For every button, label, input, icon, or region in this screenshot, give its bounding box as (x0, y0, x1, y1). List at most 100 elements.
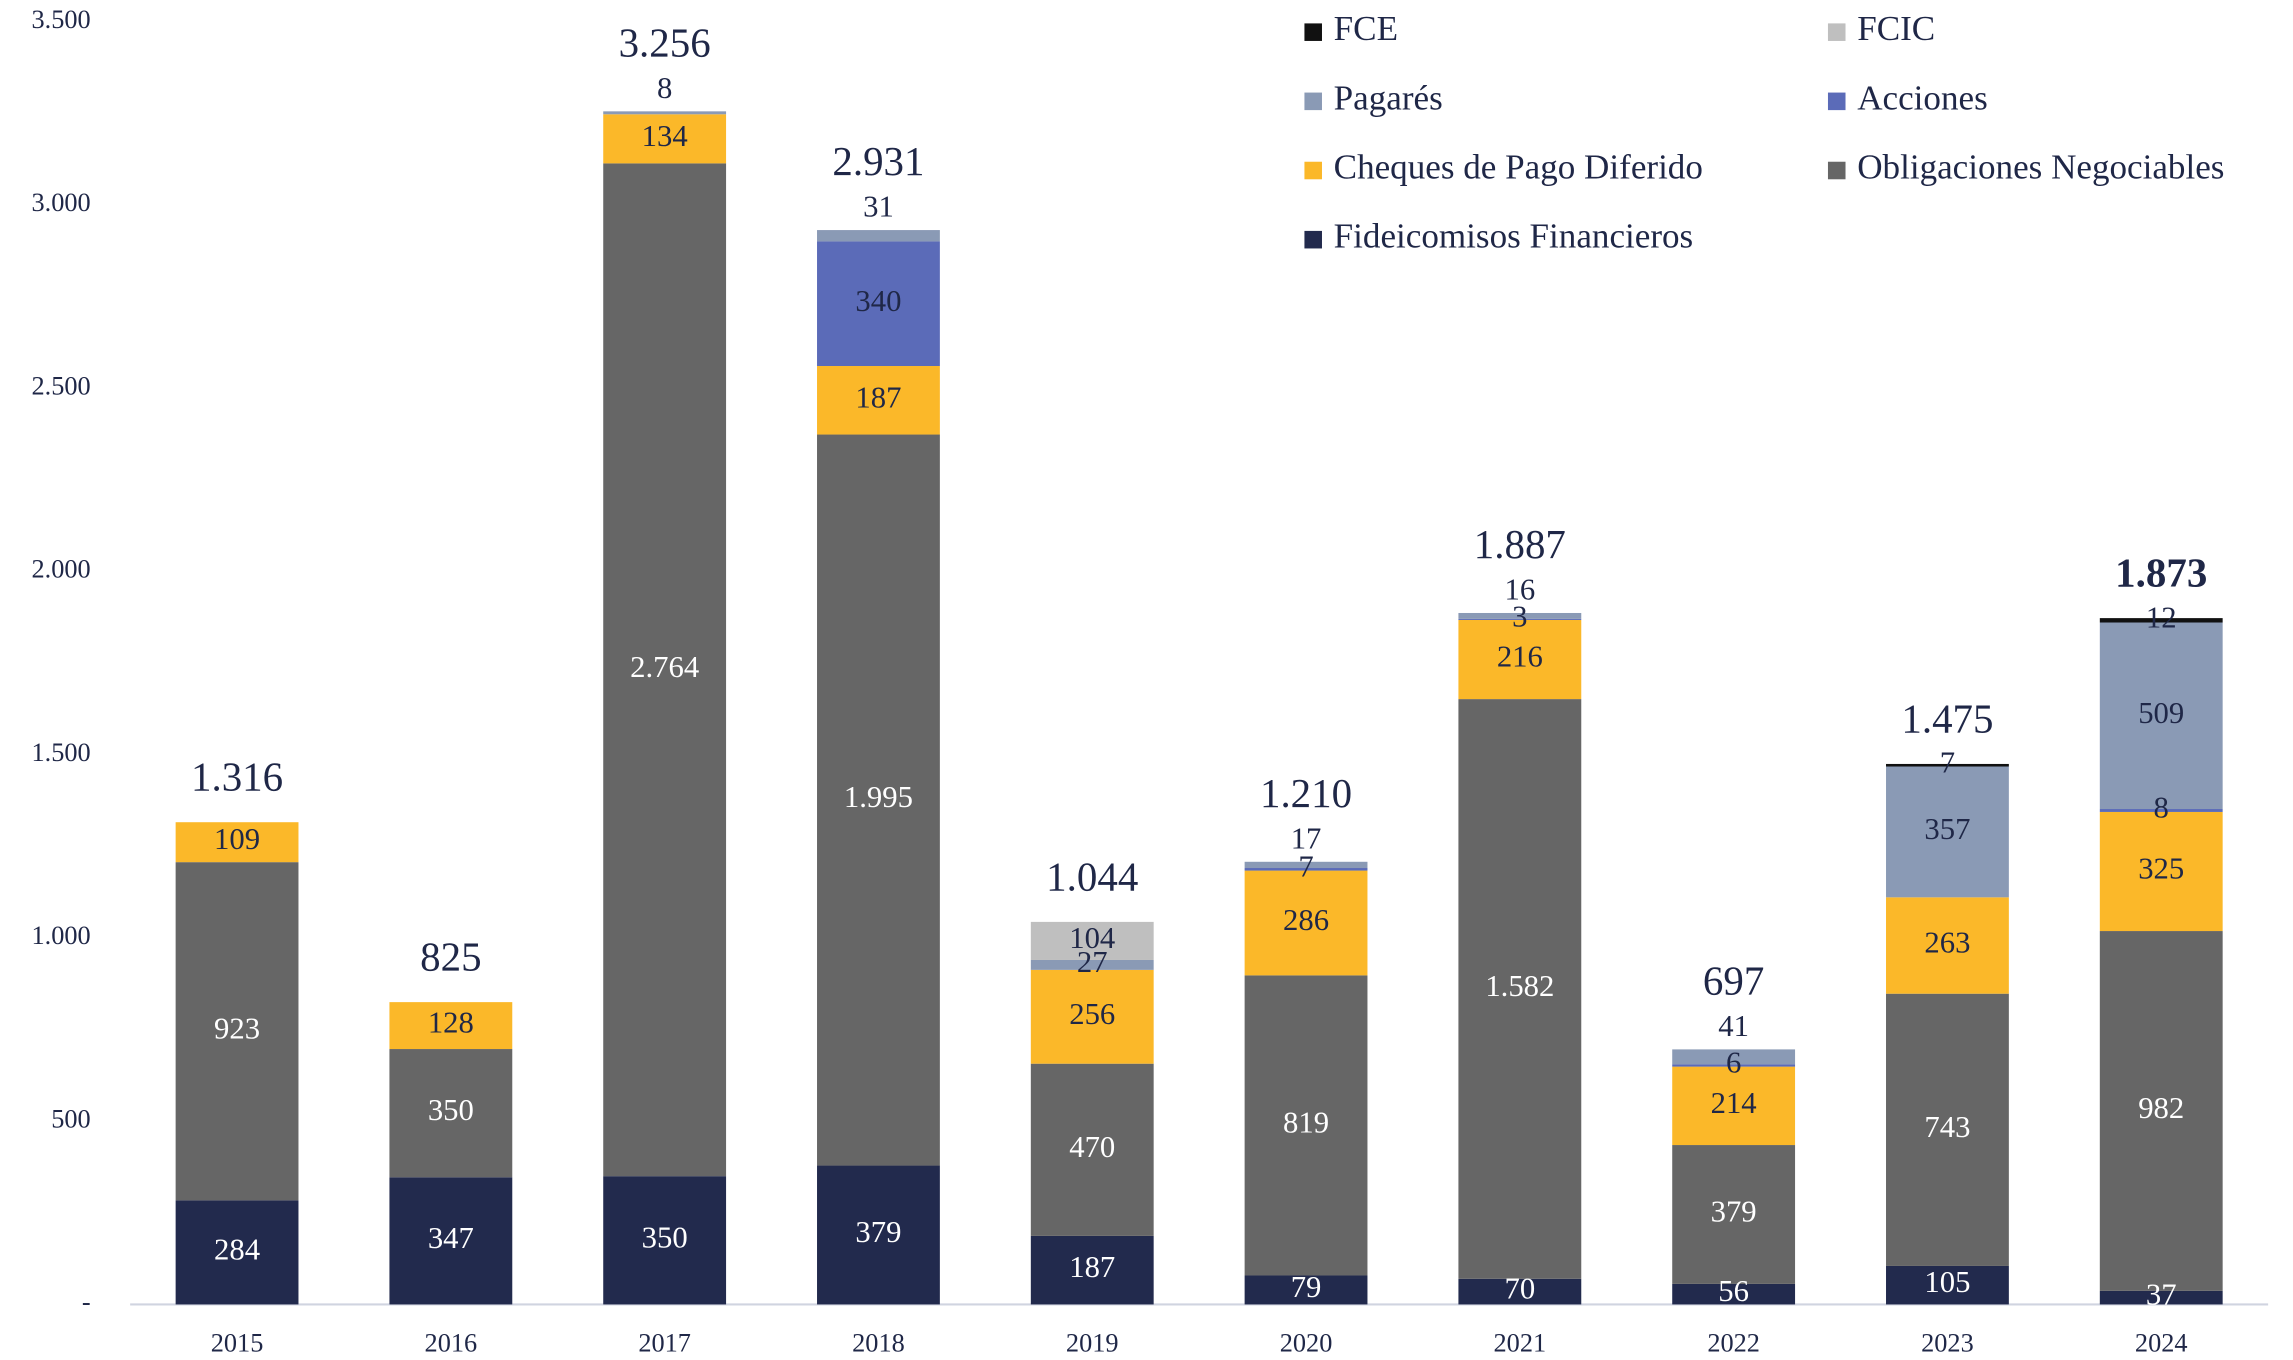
bar-segment (603, 163, 727, 1177)
bar-segment (1886, 763, 2009, 767)
bar-segment (389, 1002, 513, 1050)
bar-segment (603, 1176, 727, 1305)
data-label: 105 (1924, 1265, 1970, 1299)
data-label: 31 (863, 190, 894, 224)
x-tick-label: 2020 (1280, 1328, 1333, 1357)
legend-swatch (1827, 92, 1846, 111)
data-label: 134 (642, 119, 688, 153)
bar-segment (603, 111, 727, 115)
total-label: 1.475 (1901, 696, 1993, 741)
legend-label: Pagarés (1334, 78, 1443, 117)
data-label: 923 (214, 1011, 260, 1045)
y-tick-label: 2.000 (31, 555, 90, 584)
y-tick-label: 1.500 (31, 738, 90, 767)
bar-segment (603, 114, 727, 164)
data-label: 982 (2138, 1091, 2184, 1125)
data-label: 347 (428, 1221, 474, 1255)
legend-swatch (1304, 92, 1322, 111)
total-label: 697 (1703, 958, 1764, 1003)
total-label: 3.256 (619, 20, 711, 65)
bar-segment (175, 822, 299, 863)
bar-segment (1458, 619, 1582, 700)
total-label: 2.931 (832, 139, 924, 184)
data-label: 16 (1504, 573, 1535, 607)
bar-segment (175, 862, 299, 1201)
bar-segment (175, 1200, 299, 1305)
data-label: 286 (1283, 903, 1329, 937)
total-label: 1.044 (1046, 854, 1138, 899)
bar-segment (2099, 931, 2223, 1291)
total-label: 1.210 (1260, 771, 1352, 816)
bar-segment (1672, 1049, 1796, 1065)
bar-segment (2099, 809, 2223, 812)
data-label: 37 (2146, 1278, 2177, 1312)
data-label: 470 (1069, 1130, 1115, 1164)
data-label: 109 (214, 822, 260, 856)
legend-swatch (1304, 161, 1322, 180)
data-label: 819 (1283, 1105, 1329, 1139)
bar-segment (1244, 861, 1368, 869)
y-tick-label: 3.000 (31, 188, 90, 217)
data-label: 8 (657, 71, 672, 105)
bar-segment (817, 230, 940, 242)
total-label: 1.887 (1474, 522, 1566, 567)
data-label: 187 (1069, 1250, 1115, 1284)
data-label: 8 (2154, 791, 2169, 825)
bar-segment (1886, 766, 2009, 898)
bar-segment (1672, 1066, 1796, 1146)
y-tick-label: 1.000 (31, 921, 90, 950)
legend-label: Acciones (1857, 78, 1988, 117)
bar-segment (2099, 1290, 2223, 1305)
data-label: 56 (1718, 1274, 1749, 1308)
data-label: 350 (642, 1220, 688, 1254)
data-label: 743 (1924, 1110, 1970, 1144)
bar-segment (817, 366, 940, 435)
bar-segment (1458, 699, 1582, 1279)
legend-swatch (1827, 161, 1846, 180)
data-label: 216 (1497, 640, 1543, 674)
legend-label: FCIC (1857, 9, 1935, 48)
data-label: 284 (214, 1232, 260, 1266)
bar-segment (1244, 868, 1368, 871)
x-tick-label: 2016 (425, 1328, 478, 1357)
bar-segment (817, 241, 940, 367)
data-label: 357 (1924, 812, 1970, 846)
y-tick-label: - (82, 1287, 91, 1316)
x-tick-label: 2022 (1707, 1328, 1760, 1357)
bar-segment (1030, 921, 1154, 960)
data-label: 187 (855, 380, 901, 414)
legend-swatch (1304, 23, 1322, 41)
data-label: 350 (428, 1093, 474, 1127)
legend-swatch (1827, 23, 1846, 41)
x-tick-label: 2021 (1494, 1328, 1547, 1357)
data-label: 340 (855, 284, 901, 318)
bar-segment (1458, 612, 1582, 619)
x-tick-label: 2017 (638, 1328, 691, 1357)
legend-swatch (1304, 230, 1322, 249)
legend-label: Fideicomisos Financieros (1334, 217, 1694, 256)
data-label: 104 (1069, 921, 1115, 955)
bar-segment (1030, 1063, 1154, 1236)
data-label: 17 (1291, 821, 1322, 855)
data-label: 7 (1940, 745, 1955, 779)
data-label: 27 (1077, 945, 1108, 979)
data-label: 379 (1711, 1195, 1757, 1229)
data-label: 263 (1924, 926, 1970, 960)
bar-segment (2099, 622, 2223, 810)
legend-label: Obligaciones Negociables (1857, 148, 2224, 187)
data-label: 128 (428, 1006, 474, 1040)
bar-segment (1886, 897, 2009, 994)
data-label: 379 (855, 1215, 901, 1249)
bar-segment (389, 1177, 513, 1305)
bar-segment (1672, 1145, 1796, 1284)
data-label: 3 (1512, 599, 1527, 633)
data-label: 7 (1298, 849, 1313, 883)
total-label: 825 (420, 935, 481, 980)
bar-segment (1886, 993, 2009, 1266)
bar-segment (817, 1165, 940, 1305)
bar-segment (1458, 1278, 1582, 1305)
bar-segment (2099, 618, 2223, 623)
y-tick-label: 500 (51, 1104, 90, 1133)
x-tick-label: 2023 (1921, 1328, 1974, 1357)
